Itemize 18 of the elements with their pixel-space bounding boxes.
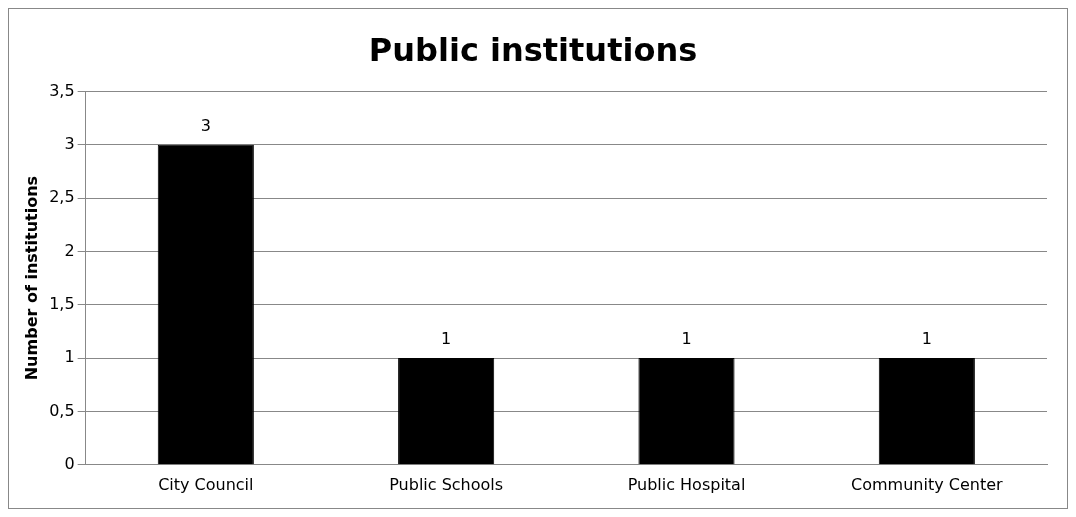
x-tick-label: Community Center	[851, 474, 1004, 494]
data-label: 1	[681, 329, 692, 349]
y-tick-label: 1,5	[49, 293, 75, 313]
y-axis-title: Number of institutions	[21, 175, 41, 381]
y-tick-label: 3	[64, 133, 75, 153]
y-tick-label: 3,5	[49, 80, 75, 100]
x-tick-label: Public Hospital	[627, 474, 746, 494]
data-label: 3	[200, 115, 211, 135]
data-label: 1	[921, 329, 932, 349]
x-tick-label: Public Schools	[389, 474, 504, 494]
x-tick-label: City Council	[158, 474, 254, 494]
y-tick-label: 0	[64, 453, 75, 473]
y-tick-label: 2,5	[49, 187, 75, 207]
chart-title: Public institutions	[368, 30, 698, 69]
data-label: 1	[441, 329, 452, 349]
y-tick-label: 0,5	[49, 400, 75, 420]
y-tick-label: 2	[64, 240, 75, 260]
y-tick-label: 1	[64, 347, 75, 367]
